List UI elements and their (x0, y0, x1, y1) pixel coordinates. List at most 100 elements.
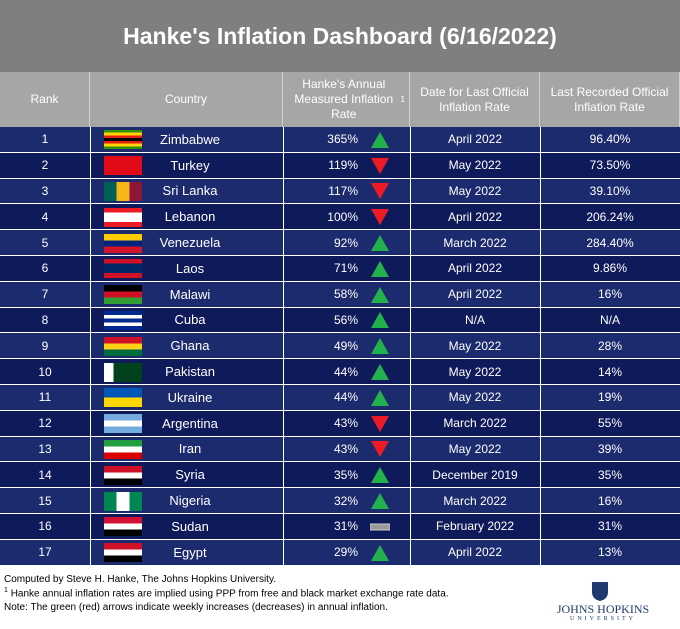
rate: 49% (333, 338, 358, 353)
cell-divider (410, 230, 411, 255)
rank: 10 (38, 364, 52, 379)
trend-up (371, 286, 389, 303)
cell-divider (540, 178, 541, 204)
official-rate: 35% (597, 467, 623, 482)
table-row: 1 Zimbabwe 365% April 2022 96.40% (0, 127, 680, 153)
official-date: April 2022 (447, 132, 503, 147)
cell-divider (540, 488, 541, 513)
cell-divider (90, 230, 91, 255)
cell-divider (283, 514, 284, 539)
cell-divider (410, 204, 411, 230)
trend-up (371, 493, 389, 510)
rank: 12 (38, 416, 52, 431)
table-row: 6 Laos 71% April 2022 9.86% (0, 256, 680, 282)
cell-divider (283, 281, 284, 307)
cell-divider (410, 514, 411, 539)
country: Venezuela (159, 235, 221, 251)
rate: 35% (333, 467, 358, 482)
rate: 44% (333, 390, 358, 405)
cell-divider (90, 514, 91, 539)
cell-divider (410, 359, 411, 384)
country: Ukraine (167, 389, 213, 405)
rate: 43% (333, 416, 358, 431)
country: Egypt (173, 544, 207, 560)
flag (104, 439, 142, 459)
official-rate: 31% (597, 519, 623, 534)
cell-divider (410, 281, 411, 307)
table-row: 3 Sri Lanka 117% May 2022 39.10% (0, 178, 680, 205)
table-row: 11 Ukraine 44% May 2022 19% (0, 385, 680, 411)
country: Nigeria (169, 493, 211, 509)
official-rate: 206.24% (586, 209, 634, 224)
flag (104, 517, 142, 537)
cell-divider (283, 127, 284, 152)
official-rate: 16% (597, 493, 623, 508)
rank: 14 (38, 467, 52, 482)
country: Zimbabwe (160, 131, 220, 147)
country: Ghana (170, 338, 210, 354)
table-row: 2 Turkey 119% May 2022 73.50% (0, 152, 680, 179)
rank: 11 (38, 390, 52, 405)
rank: 3 (41, 183, 49, 198)
header-row (0, 72, 680, 127)
country: Pakistan (165, 364, 215, 380)
cell-divider (540, 462, 541, 488)
table-row: 17 Egypt 29% April 2022 13% (0, 539, 680, 566)
header-cell: Country (90, 72, 283, 127)
official-date: May 2022 (448, 338, 502, 353)
cell-divider (540, 152, 541, 178)
trend-down (371, 157, 389, 174)
logo-sub: UNIVERSITY (570, 616, 636, 622)
official-rate: 39% (597, 441, 623, 456)
flag (104, 259, 142, 279)
country: Turkey (170, 157, 210, 173)
rate: 365% (327, 132, 358, 147)
flag (104, 388, 142, 408)
trend-up (371, 260, 389, 277)
cell-divider (410, 539, 411, 565)
flag (104, 362, 142, 382)
rate: 117% (328, 183, 358, 198)
cell-divider (410, 488, 411, 513)
cell-divider (283, 539, 284, 565)
cell-divider (410, 152, 411, 178)
official-date: N/A (464, 312, 485, 327)
official-rate: N/A (599, 312, 620, 327)
trend-down (371, 441, 389, 458)
header-text: Hanke's Annual Measured Inflation Rate (294, 77, 394, 121)
logo-shield (592, 582, 608, 601)
trend-up (371, 312, 389, 329)
trend-up (371, 364, 389, 381)
table-row: 15 Nigeria 32% March 2022 16% (0, 488, 680, 514)
flag (104, 207, 142, 227)
cell-divider (90, 410, 91, 436)
table-row: 10 Pakistan 44% May 2022 14% (0, 359, 680, 385)
rank: 6 (41, 261, 49, 276)
flag (104, 285, 142, 305)
rate: 32% (333, 493, 358, 508)
official-rate: 14% (597, 364, 623, 379)
cell-divider (90, 127, 91, 152)
cell-divider (540, 333, 541, 359)
official-date: December 2019 (432, 467, 518, 482)
footer: Computed by Steve H. Hanke, The Johns Ho… (0, 566, 680, 629)
cell-divider (283, 230, 284, 255)
rank: 4 (41, 209, 49, 224)
official-date: May 2022 (448, 390, 502, 405)
cell-divider (283, 152, 284, 178)
cell-divider (90, 488, 91, 513)
official-date: April 2022 (447, 261, 503, 276)
official-date: May 2022 (448, 158, 502, 173)
trend-up (371, 338, 389, 355)
rate: 92% (333, 235, 358, 250)
country: Argentina (162, 415, 218, 431)
rank: 7 (41, 287, 49, 302)
cell-divider (283, 436, 284, 462)
country: Sri Lanka (162, 183, 218, 199)
cell-divider (410, 385, 411, 410)
cell-divider (283, 410, 284, 436)
table-row: 13 Iran 43% May 2022 39% (0, 436, 680, 463)
header-cell: Date for Last Official Inflation Rate (410, 72, 540, 127)
official-rate: 39.10% (589, 183, 631, 198)
